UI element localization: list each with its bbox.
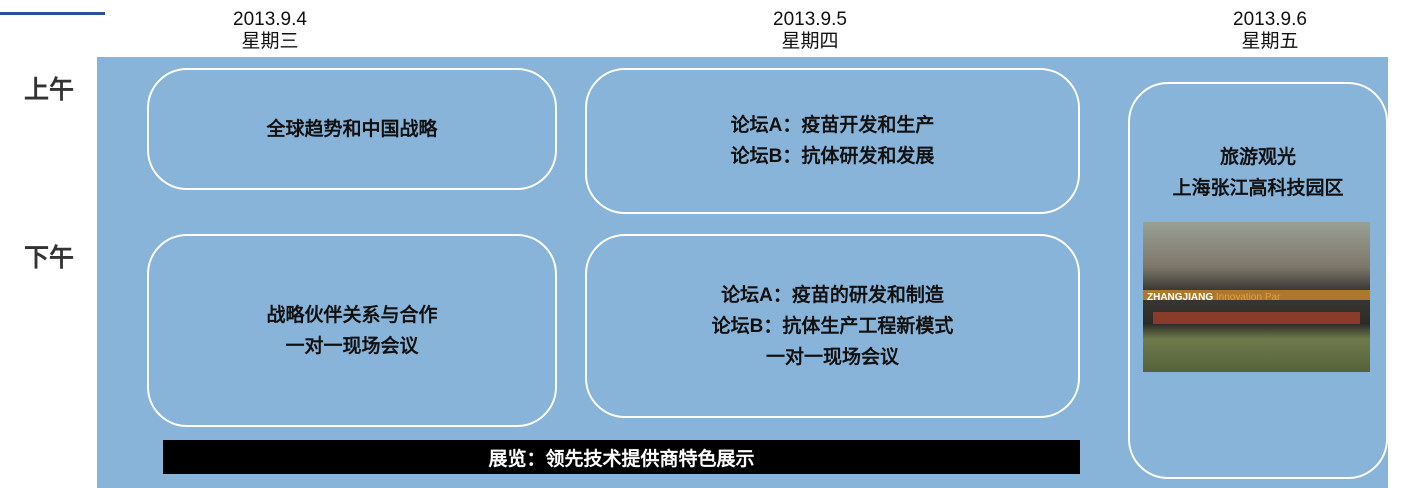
session-box: 战略伙伴关系与合作 一对一现场会议 — [147, 234, 557, 427]
sign-text: ZHANGJIANG Innovation Par — [1147, 292, 1280, 303]
session-line: 旅游观光 — [1219, 147, 1296, 168]
photo: ZHANGJIANG Innovation Par — [1143, 222, 1370, 372]
session-line: 战略伙伴关系与合作 — [266, 304, 438, 326]
row-label: 下午 — [24, 244, 75, 272]
date: 2013.9.4 — [233, 9, 307, 30]
date: 2013.9.5 — [773, 9, 847, 30]
day-header: 2013.9.5 星期四 — [710, 9, 910, 53]
weekday: 星期四 — [781, 31, 839, 52]
exhibition-bar: 展览：领先技术提供商特色展示 — [163, 440, 1080, 474]
day-header: 2013.9.4 星期三 — [170, 9, 370, 53]
session-line: 一对一现场会议 — [765, 346, 899, 368]
session-line: 一对一现场会议 — [285, 335, 419, 357]
session-line: 论坛A：疫苗开发和生产 — [730, 115, 935, 136]
session-box: 论坛A：疫苗开发和生产 论坛B：抗体研发和发展 — [585, 68, 1080, 214]
session-line: 论坛B：抗体生产工程新模式 — [711, 315, 954, 337]
weekday: 星期三 — [241, 31, 299, 52]
session-line: 上海张江高科技园区 — [1172, 178, 1344, 199]
session-box: 旅游观光上海张江高科技园区 — [1128, 82, 1388, 479]
date: 2013.9.6 — [1233, 9, 1307, 30]
sign-text: ZHANGJIANG — [1147, 292, 1214, 303]
sign-text: Innovation Par — [1215, 292, 1281, 303]
session-line: 全球趋势和中国战略 — [266, 118, 438, 140]
logo-fragment — [0, 0, 105, 15]
session-line: 论坛B：抗体研发和发展 — [730, 146, 935, 167]
session-box: 全球趋势和中国战略 — [147, 68, 557, 190]
session-box: 论坛A：疫苗的研发和制造 论坛B：抗体生产工程新模式 一对一现场会议 — [585, 234, 1080, 418]
row-label: 上午 — [24, 76, 75, 104]
session-text: 旅游观光上海张江高科技园区 — [1172, 142, 1343, 204]
session-line: 论坛A：疫苗的研发和制造 — [721, 284, 944, 306]
weekday: 星期五 — [1241, 31, 1299, 52]
sign-band — [1153, 312, 1360, 324]
sign-stripe — [1143, 290, 1370, 300]
day-header: 2013.9.6 星期五 — [1170, 9, 1370, 53]
